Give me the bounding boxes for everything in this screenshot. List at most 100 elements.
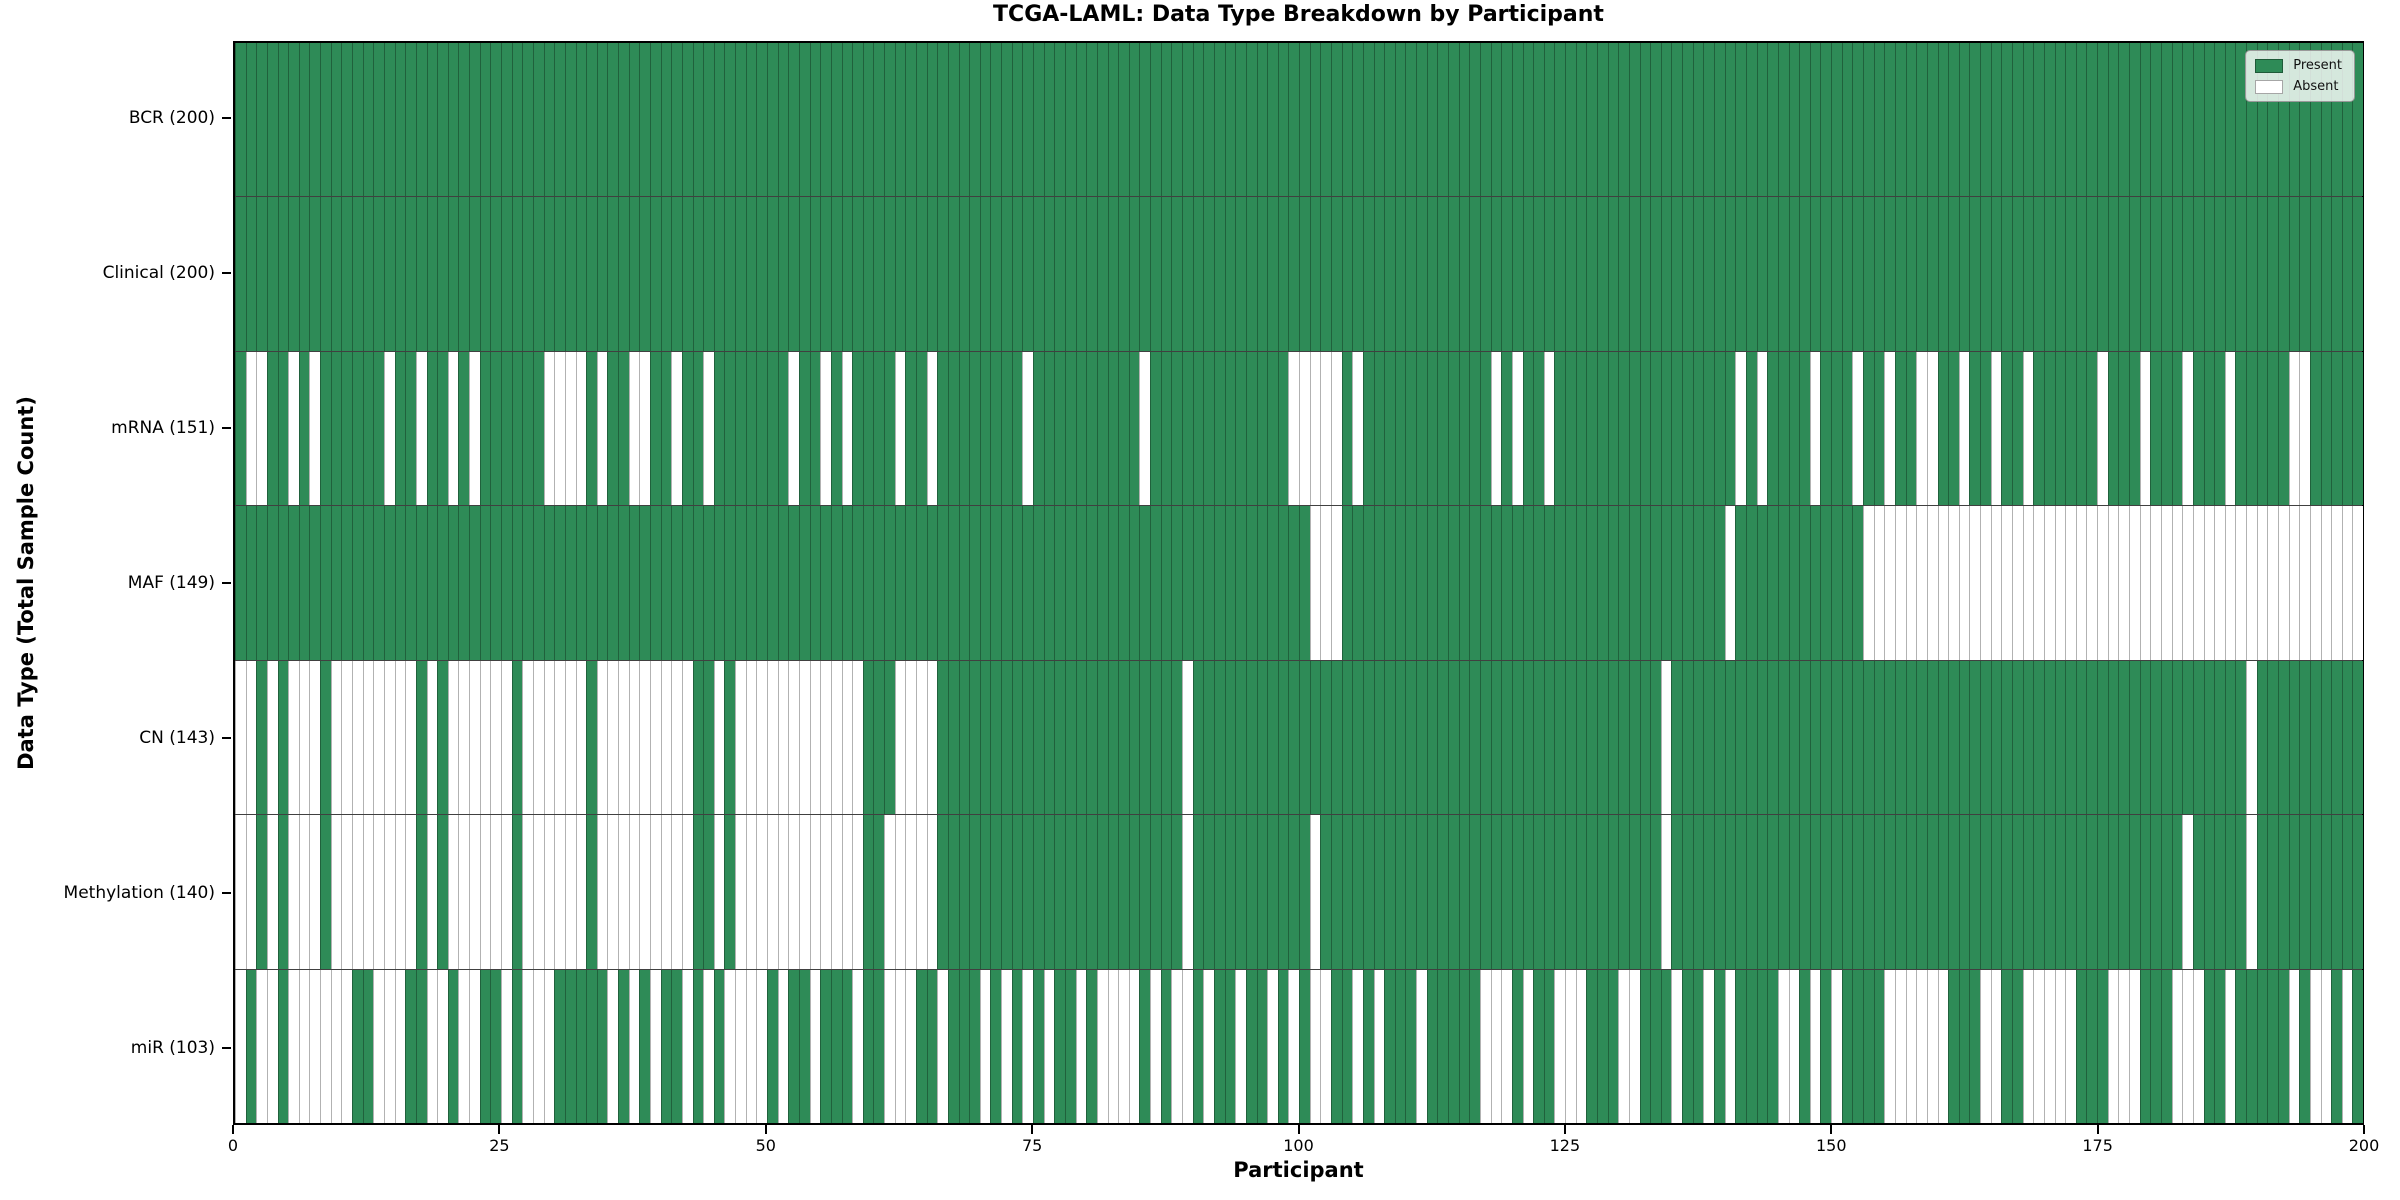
- cell-present: [1863, 660, 1874, 815]
- cell-present: [2107, 351, 2119, 506]
- cell-present: [1809, 197, 1821, 351]
- cell-present: [1001, 197, 1012, 351]
- cell-absent: [2054, 969, 2066, 1123]
- cell-present: [1511, 197, 1523, 351]
- cell-present: [1788, 660, 1800, 815]
- cell-present: [681, 351, 693, 506]
- cell-present: [1437, 351, 1449, 506]
- cell-absent: [916, 815, 927, 969]
- cell-present: [1192, 351, 1204, 506]
- cell-present: [1809, 506, 1821, 660]
- cell-absent: [352, 815, 363, 969]
- cell-present: [1469, 969, 1480, 1123]
- cell-present: [2129, 660, 2140, 815]
- x-tick-mark: [1563, 1125, 1566, 1134]
- cell-present: [692, 351, 704, 506]
- cell-present: [394, 197, 406, 351]
- cell-present: [490, 197, 502, 351]
- cell-present: [298, 197, 310, 351]
- cell-absent: [1320, 969, 1331, 1123]
- cell-present: [266, 43, 278, 197]
- cell-present: [1192, 969, 1204, 1123]
- cell-present: [1543, 815, 1555, 969]
- cell-present: [2033, 660, 2044, 815]
- cell-present: [1703, 660, 1715, 815]
- cell-present: [2001, 351, 2012, 506]
- cell-present: [1203, 197, 1214, 351]
- cell-absent: [341, 815, 353, 969]
- cell-present: [2267, 43, 2278, 197]
- cell-present: [1639, 969, 1651, 1123]
- cell-present: [1660, 969, 1672, 1123]
- cell-present: [2001, 815, 2012, 969]
- cell-present: [1841, 660, 1853, 815]
- cell-present: [2341, 43, 2353, 197]
- cell-present: [437, 506, 448, 660]
- cell-present: [1597, 815, 1608, 969]
- cell-present: [277, 43, 289, 197]
- cell-present: [1799, 969, 1810, 1123]
- cell-present: [1682, 351, 1693, 506]
- cell-absent: [1884, 969, 1895, 1123]
- cell-present: [671, 43, 682, 197]
- cell-present: [1224, 197, 1236, 351]
- cell-present: [607, 506, 619, 660]
- cell-present: [532, 197, 544, 351]
- cell-present: [884, 43, 895, 197]
- cell-absent: [458, 969, 470, 1123]
- cell-present: [2118, 43, 2130, 197]
- cell-present: [649, 197, 661, 351]
- cell-present: [1799, 43, 1810, 197]
- cell-present: [341, 43, 353, 197]
- cell-absent: [1724, 969, 1736, 1123]
- cell-present: [660, 969, 672, 1123]
- cell-present: [1128, 197, 1140, 351]
- cell-present: [1235, 197, 1246, 351]
- cell-absent: [2182, 506, 2193, 660]
- cell-present: [735, 197, 746, 351]
- cell-present: [1767, 506, 1778, 660]
- cell-present: [1384, 506, 1395, 660]
- y-tick-mark: [222, 1046, 231, 1049]
- cell-absent: [1926, 506, 1938, 660]
- cell-absent: [2246, 660, 2257, 815]
- cell-present: [1618, 351, 1629, 506]
- cell-present: [1639, 660, 1651, 815]
- cell-present: [947, 43, 959, 197]
- cell-present: [745, 351, 757, 506]
- cell-present: [969, 506, 980, 660]
- cell-present: [1671, 506, 1683, 660]
- cell-present: [1735, 506, 1746, 660]
- cell-present: [767, 969, 778, 1123]
- cell-present: [586, 351, 597, 506]
- cell-present: [1767, 197, 1778, 351]
- cell-present: [1182, 197, 1193, 351]
- cell-present: [415, 506, 427, 660]
- cell-present: [511, 197, 523, 351]
- cell-present: [1756, 660, 1768, 815]
- cell-present: [692, 43, 704, 197]
- cell-present: [1724, 351, 1736, 506]
- cell-absent: [2309, 506, 2321, 660]
- cell-present: [830, 43, 842, 197]
- cell-present: [330, 351, 342, 506]
- cell-absent: [2129, 506, 2140, 660]
- cell-present: [1043, 351, 1055, 506]
- cell-present: [1277, 506, 1289, 660]
- cell-absent: [1150, 969, 1161, 1123]
- cell-present: [362, 969, 374, 1123]
- cell-present: [1096, 660, 1108, 815]
- cell-present: [2075, 351, 2087, 506]
- cell-present: [1586, 197, 1597, 351]
- cell-present: [2043, 815, 2055, 969]
- cell-present: [862, 969, 874, 1123]
- legend: Present Absent: [2245, 50, 2355, 102]
- cell-present: [1714, 43, 1725, 197]
- cell-present: [798, 969, 810, 1123]
- cell-present: [990, 506, 1002, 660]
- cell-present: [618, 197, 629, 351]
- cell-present: [2160, 815, 2172, 969]
- cell-present: [1022, 815, 1034, 969]
- cell-present: [1852, 660, 1864, 815]
- cell-present: [2086, 351, 2098, 506]
